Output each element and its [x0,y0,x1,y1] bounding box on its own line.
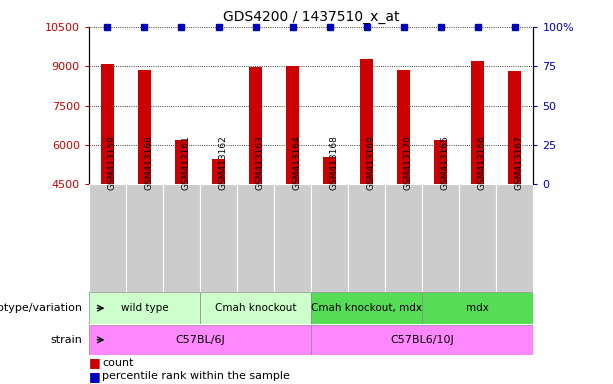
Text: GSM413167: GSM413167 [515,135,524,190]
Bar [274,184,311,292]
Text: GSM413159: GSM413159 [107,135,116,190]
Text: GSM413168: GSM413168 [330,135,338,190]
Text: GSM413165: GSM413165 [441,135,450,190]
Bar [348,184,385,292]
Bar [286,66,299,184]
Text: Cmah knockout: Cmah knockout [215,303,296,313]
Bar [175,140,188,184]
Text: GSM413170: GSM413170 [404,135,413,190]
Bar [323,157,336,184]
Text: Cmah knockout, mdx: Cmah knockout, mdx [311,303,422,313]
Text: ■: ■ [89,370,101,383]
Text: count: count [102,358,134,368]
Bar [163,184,200,292]
Bar [89,184,126,292]
Bar [497,184,533,292]
Text: genotype/variation: genotype/variation [0,303,83,313]
Text: percentile rank within the sample: percentile rank within the sample [102,371,290,381]
Bar [237,184,274,292]
Text: GSM413162: GSM413162 [218,135,227,190]
Bar [311,325,533,354]
Bar [422,184,459,292]
Bar [385,184,422,292]
Bar [508,71,521,184]
Text: C57BL/6J: C57BL/6J [175,335,225,345]
Bar [434,140,447,184]
Text: mdx: mdx [466,303,489,313]
Text: GSM413169: GSM413169 [367,135,376,190]
Text: C57BL6/10J: C57BL6/10J [390,335,454,345]
Text: wild type: wild type [121,303,168,313]
Text: GSM413166: GSM413166 [478,135,487,190]
Bar [212,159,225,184]
Text: strain: strain [51,335,83,345]
Bar [311,293,422,324]
Text: GSM413161: GSM413161 [181,135,191,190]
Text: GSM413164: GSM413164 [292,135,302,190]
Bar [422,293,533,324]
Bar [200,184,237,292]
Bar [200,293,311,324]
Bar [360,59,373,184]
Bar [89,293,200,324]
Text: GSM413163: GSM413163 [256,135,265,190]
Bar [138,70,151,184]
Bar [101,64,114,184]
Bar [471,61,484,184]
Bar [311,184,348,292]
Bar [459,184,497,292]
Bar [249,67,262,184]
Bar [89,325,311,354]
Bar [126,184,163,292]
Title: GDS4200 / 1437510_x_at: GDS4200 / 1437510_x_at [223,10,399,25]
Bar [397,70,410,184]
Text: GSM413160: GSM413160 [145,135,153,190]
Text: ■: ■ [89,356,101,369]
